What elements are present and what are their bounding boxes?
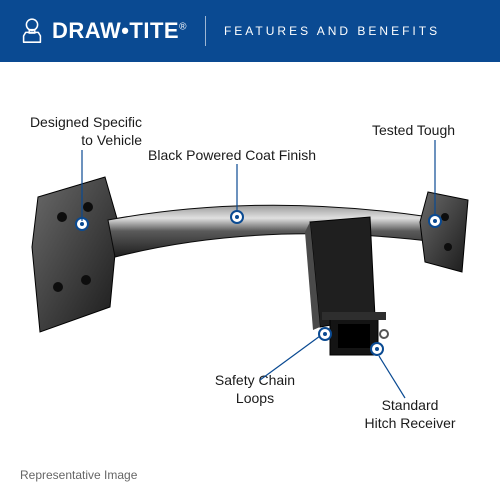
- header-bar: DRAW•TITE® FEATURES AND BENEFITS: [0, 0, 500, 62]
- callout-designed: Designed Specificto Vehicle: [12, 114, 142, 149]
- callout-finish-text: Black Powered Coat Finish: [148, 147, 316, 163]
- callout-finish: Black Powered Coat Finish: [148, 147, 338, 165]
- callout-receiver-text: StandardHitch Receiver: [364, 397, 455, 431]
- marker-finish: [230, 210, 244, 224]
- callout-receiver: StandardHitch Receiver: [355, 397, 465, 432]
- hitch-ball-icon: [18, 17, 46, 45]
- brand-text: DRAW•TITE: [52, 18, 179, 43]
- infographic-canvas: DRAW•TITE® FEATURES AND BENEFITS: [0, 0, 500, 500]
- callout-tough: Tested Tough: [372, 122, 482, 140]
- footnote: Representative Image: [20, 468, 137, 482]
- header-separator: [205, 16, 206, 46]
- brand-reg: ®: [179, 22, 187, 33]
- callout-loops-text: Safety ChainLoops: [215, 372, 295, 406]
- marker-receiver: [370, 342, 384, 356]
- header-subtitle: FEATURES AND BENEFITS: [224, 24, 440, 38]
- marker-loops: [318, 327, 332, 341]
- marker-tough: [428, 214, 442, 228]
- marker-designed: [75, 217, 89, 231]
- callout-tough-text: Tested Tough: [372, 122, 455, 138]
- content-area: Designed Specificto Vehicle Black Powere…: [0, 62, 500, 500]
- callout-designed-text: Designed Specificto Vehicle: [30, 114, 142, 148]
- product-illustration: [30, 162, 470, 392]
- brand-logo: DRAW•TITE®: [18, 17, 187, 45]
- callout-loops: Safety ChainLoops: [205, 372, 305, 407]
- brand-name: DRAW•TITE®: [52, 18, 187, 44]
